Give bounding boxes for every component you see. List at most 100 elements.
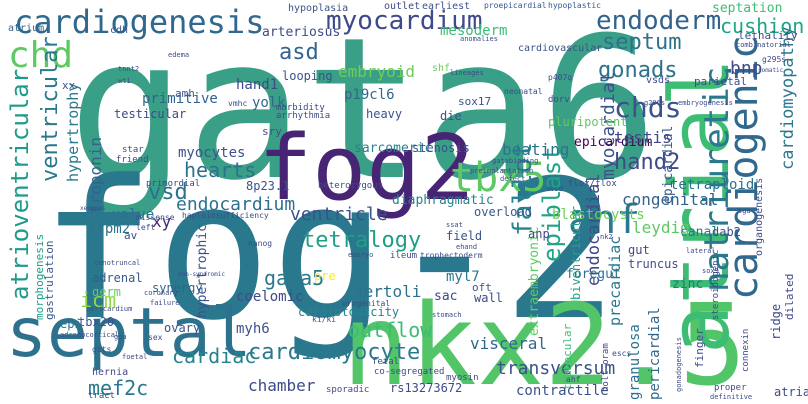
word-embryo: embryo: [348, 251, 374, 259]
word-escs: escs: [612, 349, 632, 358]
word-shf: shf: [432, 63, 451, 74]
word-myosin: myosin: [446, 373, 479, 383]
word-zfpm2: zfpm2: [88, 221, 131, 237]
word-vsd: vsd: [148, 180, 188, 205]
word-sarcomeric: sarcomeric: [354, 141, 433, 156]
word-missense: missense: [136, 213, 175, 222]
word-canal: canal: [680, 225, 720, 240]
word-nanog: nanog: [248, 239, 273, 248]
word-somatic: somatic: [758, 67, 784, 74]
word-left: left: [136, 223, 156, 232]
word-finger: finger: [693, 328, 706, 368]
word-epiblast: epiblast: [538, 146, 566, 262]
word-g296s: g296s: [644, 99, 666, 107]
word-edema: edema: [168, 51, 190, 59]
word-fog-2: fog-2: [40, 140, 618, 363]
word-outflow: outflow: [348, 318, 433, 342]
word-gcts: gcts: [92, 345, 112, 354]
word-embryoid: embryoid: [338, 62, 416, 81]
word-sox9: sox9: [702, 267, 719, 275]
word-av: av: [124, 229, 138, 242]
word-overload: overload: [474, 205, 532, 219]
word-oft: oft: [472, 281, 492, 294]
word-stomach: stomach: [432, 311, 462, 319]
word-cushion: cushion: [720, 14, 805, 38]
word-dorv: dorv: [548, 95, 570, 105]
word-sertoli: sertoli: [354, 282, 422, 301]
word-chd: chd: [8, 35, 74, 76]
word-testis: testis: [614, 128, 672, 147]
word-xx: xx: [62, 79, 76, 92]
word-arrhythmia: arrhythmia: [276, 111, 331, 121]
word-cardiac: cardiac: [172, 344, 257, 368]
word-sox17: sox17: [458, 95, 492, 108]
word-heterozygous: heterozygous: [318, 181, 384, 191]
word-tbx5: tbx5: [450, 155, 547, 201]
word-trophectoderm: trophectoderm: [420, 251, 483, 260]
word-hypoplastic: hypoplastic: [548, 1, 601, 10]
word-gatabinding: gatabinding: [492, 157, 539, 165]
word-bnp: bnp: [730, 58, 763, 79]
word-morphogenesis: morphogenesis: [33, 233, 46, 320]
word-proepicardial: proepicardial: [484, 1, 547, 10]
word-tga: tga: [738, 207, 751, 215]
word-septal: septal: [6, 294, 252, 373]
word-heavy: heavy: [366, 107, 403, 121]
word-conotruncal: conotruncal: [94, 259, 141, 267]
word-xy: xy: [152, 212, 172, 231]
word-lineages: lineages: [450, 69, 484, 77]
word-hypertrophy: hypertrophy: [64, 82, 82, 182]
word-adrenal: adrenal: [92, 271, 143, 285]
word-testicular: testicular: [114, 107, 187, 121]
word-granulosa: granulosa: [627, 324, 643, 400]
word-neonatal: neonatal: [504, 87, 543, 96]
word-defect: defect: [500, 175, 526, 183]
word-valve: valve: [112, 207, 155, 223]
word-atria: atria: [774, 385, 808, 399]
word-cardiomyocyte: cardiomyocyte: [248, 340, 421, 365]
word-wt1: wt1: [118, 77, 131, 85]
word-gut: gut: [628, 243, 650, 257]
word-morbidity: morbidity: [276, 103, 325, 113]
word-tbx20: tbx20: [78, 315, 115, 329]
word-flox/flox: flox/flox: [568, 179, 617, 189]
word-primitive: primitive: [142, 91, 218, 107]
word-non-syndromic: non-syndromic: [178, 271, 225, 278]
word-chamber: chamber: [248, 376, 316, 395]
word-hypoplasia: hypoplasia: [288, 3, 349, 14]
word-p19cl6: p19cl6: [344, 87, 395, 103]
word-ssat: ssat: [446, 221, 463, 229]
word-sry: sry: [262, 125, 282, 138]
word-troponin: troponin: [86, 136, 105, 214]
word-lateral: lateral: [686, 247, 716, 255]
word-friend: friend: [116, 155, 149, 165]
word-pre: pre: [314, 269, 336, 283]
word-congenital: congenital: [622, 190, 719, 209]
word-ki/ki: ki/ki: [312, 315, 337, 324]
word-synergy: synergy: [152, 281, 203, 295]
word-foetal: foetal: [122, 353, 148, 361]
word-ovary: ovary: [164, 321, 201, 335]
word-embryogenesis: embryogenesis: [678, 99, 733, 107]
word-gata5: gata5: [264, 266, 325, 290]
word-tetraploid: tetraploid: [670, 177, 755, 193]
word-beating: beating: [502, 140, 570, 159]
word-sporadic: sporadic: [326, 385, 370, 395]
word-combinatorial: combinatorial: [736, 41, 791, 49]
word-urogenital: urogenital: [342, 299, 391, 308]
word-anf: anf: [568, 197, 641, 243]
word-vmhc: vmhc: [228, 99, 248, 108]
word-pericardium: pericardium: [86, 305, 133, 313]
word-cdh: cdh: [110, 25, 129, 36]
word-parietal: parietal: [694, 75, 747, 88]
word-asd: asd: [279, 40, 319, 65]
word-cardiovascular: cardiovascular: [518, 43, 603, 54]
word-gata6: gata6: [68, 0, 659, 224]
word-star: star: [122, 145, 144, 155]
word-pluripotent: pluripotent: [548, 115, 628, 129]
word-ahf: ahf: [566, 375, 581, 384]
word-vsds: vsds: [646, 75, 671, 86]
word-mesoderm: mesoderm: [440, 23, 508, 39]
word-sac: sac: [434, 289, 458, 304]
word-yolk: yolk: [252, 95, 286, 111]
